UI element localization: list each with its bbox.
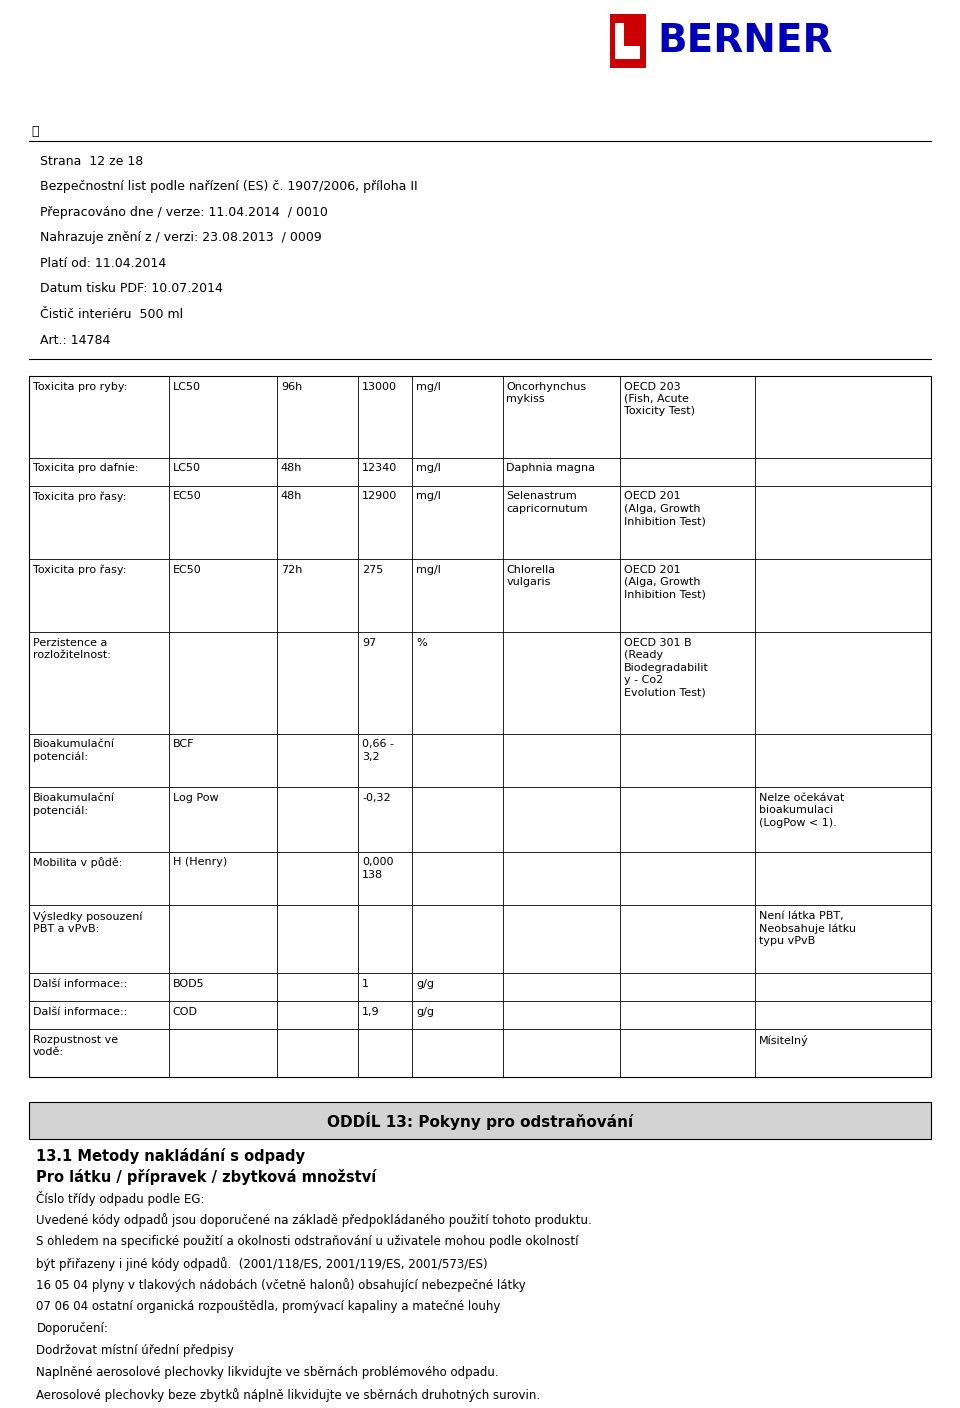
Text: 07 06 04 ostatní organická rozpouštědla, promývací kapaliny a matečné louhy: 07 06 04 ostatní organická rozpouštědla,…	[36, 1301, 501, 1314]
Text: 72h: 72h	[280, 565, 302, 574]
Text: Oncorhynchus
mykiss: Oncorhynchus mykiss	[507, 382, 587, 404]
Text: Další informace::: Další informace::	[33, 1007, 127, 1017]
Text: Toxicita pro řasy:: Toxicita pro řasy:	[33, 491, 126, 501]
Text: mg/l: mg/l	[416, 382, 441, 391]
Text: Toxicita pro dafnie:: Toxicita pro dafnie:	[33, 463, 138, 473]
Text: g/g: g/g	[416, 979, 434, 988]
Text: Mobilita v půdě:: Mobilita v půdě:	[33, 857, 122, 869]
Text: BCF: BCF	[173, 739, 194, 749]
Text: Aerosolové plechovky beze zbytků náplně likvidujte ve sběrnách druhotných surovi: Aerosolové plechovky beze zbytků náplně …	[36, 1388, 540, 1401]
Text: OECD 203
(Fish, Acute
Toxicity Test): OECD 203 (Fish, Acute Toxicity Test)	[624, 382, 695, 417]
Text: Perzistence a
rozložitelnost:: Perzistence a rozložitelnost:	[33, 638, 110, 660]
Text: Datum tisku PDF: 10.07.2014: Datum tisku PDF: 10.07.2014	[40, 283, 223, 296]
Text: 13.1 Metody nakládání s odpady: 13.1 Metody nakládání s odpady	[36, 1148, 305, 1163]
Text: Art.: 14784: Art.: 14784	[40, 334, 110, 346]
Text: Číslo třídy odpadu podle EG:: Číslo třídy odpadu podle EG:	[36, 1191, 205, 1207]
Text: Nahrazuje znění z / verzi: 23.08.2013  / 0009: Nahrazuje znění z / verzi: 23.08.2013 / …	[40, 231, 322, 245]
Text: OECD 201
(Alga, Growth
Inhibition Test): OECD 201 (Alga, Growth Inhibition Test)	[624, 565, 706, 600]
Text: 97: 97	[362, 638, 376, 648]
Text: Další informace::: Další informace::	[33, 979, 127, 988]
Text: 1: 1	[362, 979, 369, 988]
Bar	[610, 14, 646, 68]
Text: Strana  12 ze 18: Strana 12 ze 18	[40, 155, 144, 168]
Text: 0,000
138: 0,000 138	[362, 857, 394, 880]
Text: %: %	[416, 638, 427, 648]
Text: Rozpustnost ve
vodě:: Rozpustnost ve vodě:	[33, 1035, 118, 1057]
Text: Chlorella
vulgaris: Chlorella vulgaris	[507, 565, 556, 587]
Text: Bioakumulační
potenciál:: Bioakumulační potenciál:	[33, 793, 114, 815]
Text: ⓞ: ⓞ	[32, 125, 39, 138]
Text: BERNER: BERNER	[658, 23, 833, 59]
Text: Není látka PBT,
Neobsahuje látku
typu vPvB: Není látka PBT, Neobsahuje látku typu vP…	[759, 911, 856, 946]
Text: Čistič interiéru  500 ml: Čistič interiéru 500 ml	[40, 308, 183, 321]
Text: COD: COD	[173, 1007, 198, 1017]
Text: H (Henry): H (Henry)	[173, 857, 227, 867]
Text: 12900: 12900	[362, 491, 397, 501]
Text: Daphnia magna: Daphnia magna	[507, 463, 595, 473]
Text: mg/l: mg/l	[416, 463, 441, 473]
Bar	[29, 376, 931, 1077]
Text: Výsledky posouzení
PBT a vPvB:: Výsledky posouzení PBT a vPvB:	[33, 911, 142, 935]
Text: 16 05 04 plyny v tlakových nádobách (včetně halonů) obsahující nebezpečné látky: 16 05 04 plyny v tlakových nádobách (vče…	[36, 1278, 526, 1293]
Text: Pro látku / přípravek / zbytková množství: Pro látku / přípravek / zbytková množstv…	[36, 1170, 376, 1186]
Text: Toxicita pro řasy:: Toxicita pro řasy:	[33, 565, 126, 574]
Text: Toxicita pro ryby:: Toxicita pro ryby:	[33, 382, 127, 391]
Text: 13000: 13000	[362, 382, 397, 391]
Bar	[615, 23, 624, 59]
Text: Mísitelný: Mísitelný	[759, 1035, 809, 1046]
Text: EC50: EC50	[173, 491, 202, 501]
Text: 1,9: 1,9	[362, 1007, 379, 1017]
Text: Log Pow: Log Pow	[173, 793, 218, 803]
Text: mg/l: mg/l	[416, 565, 441, 574]
Text: -0,32: -0,32	[362, 793, 391, 803]
Text: 0,66 -
3,2: 0,66 - 3,2	[362, 739, 394, 762]
Text: 12340: 12340	[362, 463, 397, 473]
Text: LC50: LC50	[173, 382, 201, 391]
Text: Platí od: 11.04.2014: Platí od: 11.04.2014	[40, 256, 167, 270]
Text: Doporučení:: Doporučení:	[36, 1322, 108, 1335]
Text: ODDÍL 13: Pokyny pro odstraňování: ODDÍL 13: Pokyny pro odstraňování	[327, 1112, 633, 1129]
Text: 275: 275	[362, 565, 383, 574]
Text: S ohledem na specifické použití a okolnosti odstraňování u uživatele mohou podle: S ohledem na specifické použití a okolno…	[36, 1235, 579, 1247]
Text: Naplněné aerosolové plechovky likvidujte ve sběrnách problémového odpadu.: Naplněné aerosolové plechovky likvidujte…	[36, 1366, 499, 1378]
Bar	[615, 46, 640, 59]
Text: Přepracováno dne / verze: 11.04.2014  / 0010: Přepracováno dne / verze: 11.04.2014 / 0…	[40, 206, 328, 218]
Text: OECD 201
(Alga, Growth
Inhibition Test): OECD 201 (Alga, Growth Inhibition Test)	[624, 491, 706, 527]
Text: g/g: g/g	[416, 1007, 434, 1017]
Text: BOD5: BOD5	[173, 979, 204, 988]
Text: Bezpečnostní list podle nařízení (ES) č. 1907/2006, příloha II: Bezpečnostní list podle nařízení (ES) č.…	[40, 180, 418, 193]
Text: 48h: 48h	[280, 463, 302, 473]
Text: Uvedené kódy odpadů jsou doporučené na základě předpokládaného použití tohoto pr: Uvedené kódy odpadů jsou doporučené na z…	[36, 1214, 592, 1226]
Text: LC50: LC50	[173, 463, 201, 473]
Text: být přiřazeny i jiné kódy odpadů.  (2001/118/ES, 2001/119/ES, 2001/573/ES): být přiřazeny i jiné kódy odpadů. (2001/…	[36, 1257, 488, 1270]
Text: EC50: EC50	[173, 565, 202, 574]
Bar	[29, 1102, 931, 1139]
Text: 96h: 96h	[280, 382, 302, 391]
Text: OECD 301 B
(Ready
Biodegradabilit
y - Co2
Evolution Test): OECD 301 B (Ready Biodegradabilit y - Co…	[624, 638, 708, 697]
Text: Nelze očekávat
bioakumulaci
(LogPow < 1).: Nelze očekávat bioakumulaci (LogPow < 1)…	[759, 793, 845, 828]
Text: 48h: 48h	[280, 491, 302, 501]
Text: Dodržovat místní úřední předpisy: Dodržovat místní úřední předpisy	[36, 1345, 234, 1357]
Text: mg/l: mg/l	[416, 491, 441, 501]
Text: Bioakumulační
potenciál:: Bioakumulační potenciál:	[33, 739, 114, 762]
Text: Selenastrum
capricornutum: Selenastrum capricornutum	[507, 491, 588, 514]
